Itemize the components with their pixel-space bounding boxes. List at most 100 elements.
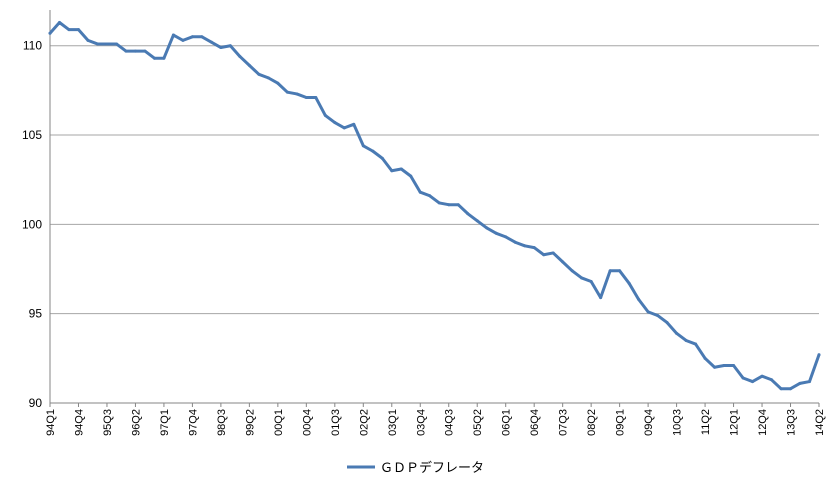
data-point [380,156,384,160]
legend-label: ＧＤＰデフレータ [380,460,484,475]
data-point [57,21,61,25]
x-tick-label: 02Q2 [358,409,370,436]
data-point [504,235,508,239]
data-point [817,353,821,357]
x-tick-label: 10Q3 [672,409,684,436]
data-point [485,226,489,230]
y-tick-label: 100 [22,217,42,231]
y-tick-label: 90 [29,396,43,410]
x-tick-label: 12Q1 [729,409,741,436]
data-point [646,310,650,314]
data-point [295,92,299,96]
data-point [599,296,603,300]
data-point [285,90,289,94]
x-tick-label: 13Q3 [786,409,798,436]
data-point [114,42,118,46]
x-tick-label: 98Q3 [216,409,228,436]
x-tick-label: 97Q1 [159,409,171,436]
data-point [561,260,565,264]
data-point [257,72,261,76]
x-tick-label: 08Q2 [586,409,598,436]
data-point [162,56,166,60]
data-point [542,253,546,257]
data-point [181,38,185,42]
data-point [466,212,470,216]
gridlines [50,45,819,315]
data-point [722,363,726,367]
data-point [143,49,147,53]
data-point [456,203,460,207]
data-point [247,63,251,67]
data-point [637,297,641,301]
data-point [200,35,204,39]
x-tick-label: 05Q2 [472,409,484,436]
data-point [713,365,717,369]
data-point [86,38,90,42]
data-point [437,201,441,205]
data-point [67,28,71,32]
data-point [266,76,270,80]
data-point [627,281,631,285]
x-tick-label: 01Q3 [330,409,342,436]
x-tick-label: 96Q2 [130,409,142,436]
data-point [323,113,327,117]
x-tick-label: 03Q4 [415,409,427,436]
data-point [333,121,337,125]
data-point [732,363,736,367]
x-tick-label: 99Q2 [244,409,256,436]
x-tick-label: 07Q3 [558,409,570,436]
y-tick-label: 110 [23,39,42,53]
data-point [703,356,707,360]
data-point [513,240,517,244]
data-point [789,387,793,391]
series-group [48,21,821,391]
legend: ＧＤＰデフレータ [347,460,484,475]
x-tick-label: 95Q3 [102,409,114,436]
data-point [352,122,356,126]
data-point [447,203,451,207]
data-point [532,246,536,250]
data-point [190,35,194,39]
x-tick-label: 06Q4 [529,409,541,436]
x-tick-label: 00Q4 [301,409,313,436]
data-point [760,374,764,378]
data-point [494,231,498,235]
data-point [76,28,80,32]
data-point [228,44,232,48]
data-point [570,269,574,273]
data-point [238,54,242,58]
data-point [475,219,479,223]
x-tick-label: 14Q2 [814,409,826,436]
x-tick-label: 06Q1 [501,409,513,436]
data-point [589,280,593,284]
data-point [361,144,365,148]
data-point [390,169,394,173]
data-point [105,42,109,46]
data-point [684,338,688,342]
data-point [48,31,52,35]
data-point [409,174,413,178]
data-point [694,342,698,346]
y-tick-label: 105 [22,128,42,142]
data-point [152,56,156,60]
data-point [808,380,812,384]
data-point [171,33,175,37]
data-point [95,42,99,46]
y-tick-label: 95 [29,307,43,321]
data-point [276,81,280,85]
data-point [124,49,128,53]
data-point [656,313,660,317]
x-tick-label: 00Q1 [273,409,285,436]
data-point [798,381,802,385]
x-tick-label: 03Q1 [387,409,399,436]
series-line [48,21,821,391]
x-tick-label: 04Q3 [444,409,456,436]
data-point [779,387,783,391]
data-point [399,167,403,171]
data-point [608,269,612,273]
data-point [219,46,223,50]
data-point [523,244,527,248]
data-point [428,194,432,198]
data-point [741,376,745,380]
